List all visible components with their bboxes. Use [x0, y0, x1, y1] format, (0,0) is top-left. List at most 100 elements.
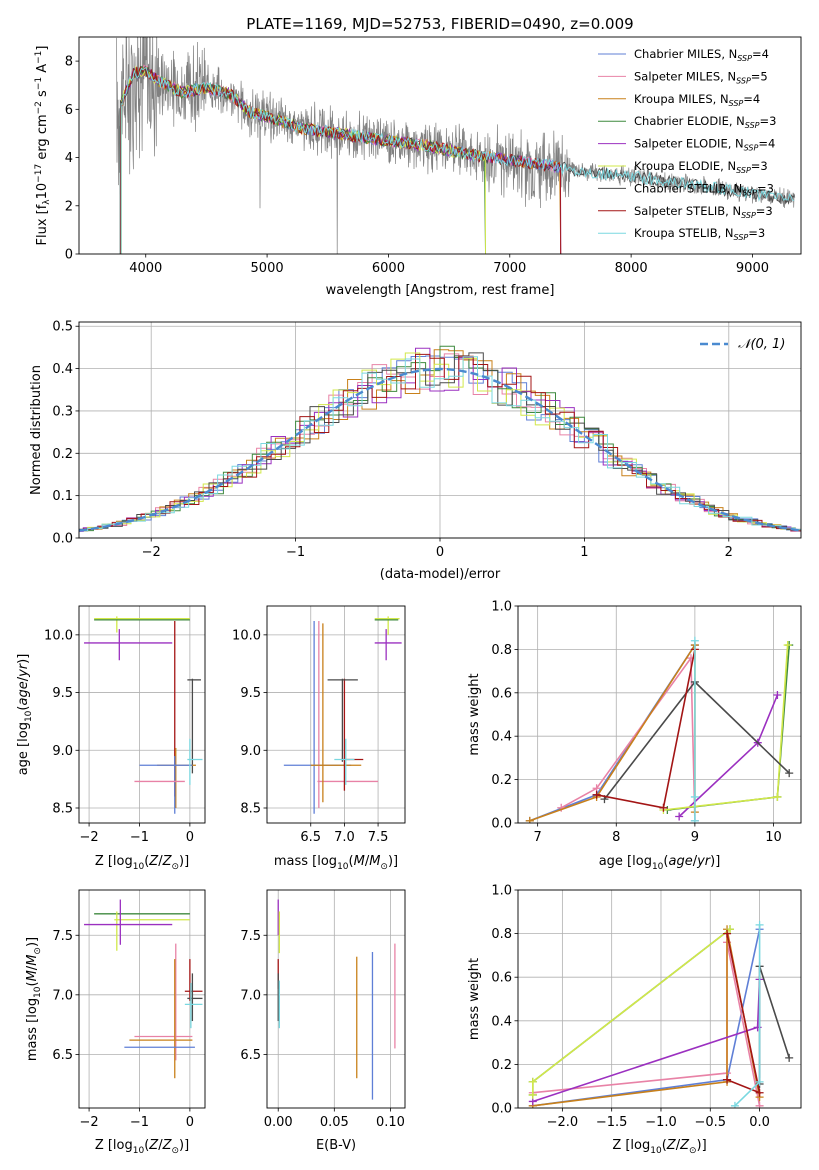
legend-subscript: SSP [741, 211, 756, 220]
legend-tail: =3 [751, 159, 768, 173]
plot-area [277, 899, 396, 1100]
axes-frame [78, 321, 802, 539]
legend-entry: 𝒩(0, 1) [738, 337, 785, 352]
x-tick-label: 0 [186, 830, 194, 845]
y-tick-label: 0 [65, 248, 73, 263]
legend-subscript: SSP [745, 121, 760, 130]
legend-entry: Salpeter ELODIE, NSSP=4 [634, 137, 775, 153]
y-tick-label: 0.3 [52, 404, 73, 419]
residual-histogram-panel: −2 −1 0 1 2 0.0 0.1 0.2 0.3 0.4 0.5 𝒩(0, 1) (data-mo… [29, 320, 802, 582]
histogram-kroupa_stelib [79, 356, 801, 532]
legend-subscript: SSP [736, 166, 751, 175]
weight-marker [730, 1101, 739, 1108]
weight-marker [785, 769, 794, 778]
y-tick-label: 0.6 [491, 686, 512, 701]
axes-frame [266, 605, 406, 824]
weight-marker [675, 812, 684, 821]
mass-weight-vs-metallicity-panel: −2.0 −1.5 −1.0 −0.5 0.0 0.0 0.2 0.4 0.6 0.8 1.0 Z [… [467, 884, 802, 1156]
x-tick-label: −2 [79, 830, 98, 845]
mass-weight-vs-age-panel: 7 8 9 10 0.0 0.2 0.4 0.6 0.8 1.0 age [log10(age/yr… [467, 600, 802, 872]
legend-subscript: SSP [729, 99, 744, 108]
legend-subscript: SSP [744, 144, 759, 153]
x-tick-label: −1 [130, 1115, 149, 1130]
model-spectrum-kroupa_stelib [120, 66, 795, 254]
x-tick-label: 6.5 [300, 830, 321, 845]
y-tick-label: 0.0 [491, 1102, 512, 1117]
grid [79, 890, 205, 1108]
x-tick-label: −1 [286, 545, 305, 560]
axes-frame [78, 36, 802, 255]
x-axis-label: (data-model)/error [380, 567, 501, 582]
weight-marker [690, 816, 699, 823]
weight-marker [785, 1053, 794, 1062]
x-tick-label: 10 [765, 830, 782, 845]
x-tick-label: −1.5 [596, 1115, 628, 1130]
legend-subscript: SSP [734, 233, 749, 242]
plot-area [525, 636, 794, 823]
x-tick-label: 0 [436, 545, 444, 560]
y-tick-label: 0.0 [491, 817, 512, 832]
legend-tail: =3 [756, 204, 773, 218]
weight-marker [755, 1077, 764, 1086]
x-axis-label: Z [log10(Z/Z⊙)] [612, 1138, 706, 1156]
x-tick-label: 9000 [736, 261, 769, 276]
y-tick-label: 7.5 [240, 929, 261, 944]
y-tick-label: 10.0 [44, 628, 73, 643]
axes-frame [517, 605, 802, 824]
spectrum-title: PLATE=1169, MJD=52753, FIBERID=0490, z=0… [246, 15, 633, 33]
y-tick-label: 0.2 [52, 447, 73, 462]
y-tick-label: 8.5 [52, 801, 73, 816]
y-tick-label: 4 [65, 151, 73, 166]
x-axis-label: mass [log10(M/M⊙)] [274, 854, 398, 872]
legend-entry: Salpeter MILES, NSSP=5 [634, 69, 768, 85]
y-tick-label: 0.1 [52, 489, 73, 504]
y-tick-label: 9.5 [52, 686, 73, 701]
y-tick-label: 0.4 [491, 730, 512, 745]
legend-tail: =4 [752, 47, 769, 61]
x-tick-label: 7000 [493, 261, 526, 276]
legend-tail: =4 [758, 137, 775, 151]
y-tick-label: 1.0 [491, 884, 512, 899]
weight-marker [659, 803, 668, 812]
y-axis-label: mass weight [467, 673, 482, 755]
histogram-salpeter_stelib [79, 353, 801, 532]
axes-frame [517, 889, 802, 1109]
weight-marker [528, 1090, 537, 1099]
age-vs-mass-panel: 6.5 7.0 7.5 8.5 9.0 9.5 10.0 mass [log10(M/M⊙)] [232, 605, 406, 872]
plot-area [84, 616, 203, 814]
normal-curve [79, 367, 801, 532]
plot-area [84, 899, 203, 1079]
legend-tail: =5 [751, 69, 768, 83]
x-tick-label: 9 [691, 830, 699, 845]
weight-marker [755, 1088, 764, 1097]
y-axis-label: age [log10(age/yr)] [16, 654, 34, 776]
y-tick-label: 0.8 [491, 643, 512, 658]
x-tick-label: 7.0 [334, 830, 355, 845]
x-tick-label: 1 [580, 545, 588, 560]
x-tick-label: 7.5 [368, 830, 389, 845]
x-tick-label: 6000 [372, 261, 405, 276]
x-tick-label: 0.10 [376, 1115, 405, 1130]
x-axis-label: E(B-V) [316, 1138, 356, 1153]
x-tick-label: 5000 [251, 261, 284, 276]
legend-tail: =3 [757, 181, 774, 195]
weight-marker [528, 1077, 537, 1086]
grid [267, 606, 405, 823]
plot-area [528, 920, 794, 1108]
y-tick-label: 1.0 [491, 600, 512, 615]
x-tick-label: 2 [725, 545, 733, 560]
plot-area [283, 616, 402, 814]
weight-marker [592, 790, 601, 799]
x-axis-label: age [log10(age/yr)] [599, 854, 721, 872]
x-tick-label: 0.00 [264, 1115, 293, 1130]
axes-frame [78, 889, 206, 1109]
y-tick-label: 0.2 [491, 1058, 512, 1073]
y-tick-label: 7.0 [240, 988, 261, 1003]
x-tick-label: 4000 [129, 261, 162, 276]
legend-tail: =4 [743, 92, 760, 106]
plot-area [79, 345, 801, 533]
y-tick-label: 0.2 [491, 773, 512, 788]
x-tick-label: 7 [534, 830, 542, 845]
legend-entry: Salpeter STELIB, NSSP=3 [634, 204, 773, 220]
x-tick-label: −2 [142, 545, 161, 560]
